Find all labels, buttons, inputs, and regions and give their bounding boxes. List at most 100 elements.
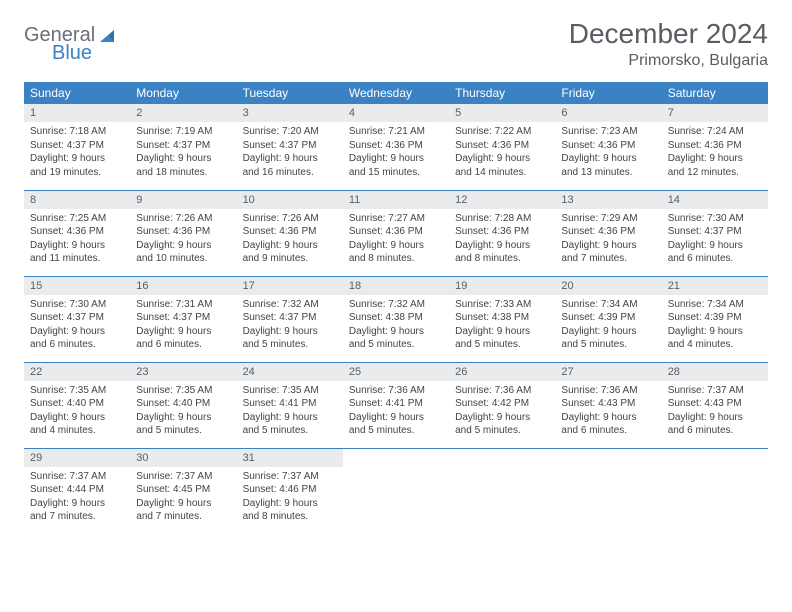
calendar-cell: 19Sunrise: 7:33 AMSunset: 4:38 PMDayligh… <box>449 276 555 362</box>
calendar-cell: 8Sunrise: 7:25 AMSunset: 4:36 PMDaylight… <box>24 190 130 276</box>
day-line: Sunset: 4:36 PM <box>349 139 443 153</box>
day-line: and 8 minutes. <box>349 252 443 266</box>
day-body: Sunrise: 7:23 AMSunset: 4:36 PMDaylight:… <box>555 122 661 185</box>
calendar-cell: 27Sunrise: 7:36 AMSunset: 4:43 PMDayligh… <box>555 362 661 448</box>
day-line: Sunset: 4:37 PM <box>30 139 124 153</box>
calendar-cell: 4Sunrise: 7:21 AMSunset: 4:36 PMDaylight… <box>343 104 449 190</box>
day-line: Sunset: 4:36 PM <box>243 225 337 239</box>
day-line: Sunset: 4:37 PM <box>136 311 230 325</box>
day-line: Sunrise: 7:20 AM <box>243 125 337 139</box>
day-line: Daylight: 9 hours <box>30 239 124 253</box>
day-body: Sunrise: 7:37 AMSunset: 4:46 PMDaylight:… <box>237 467 343 530</box>
day-line: Sunset: 4:40 PM <box>30 397 124 411</box>
day-number: 17 <box>237 277 343 295</box>
day-line: and 5 minutes. <box>136 424 230 438</box>
calendar-cell: 31Sunrise: 7:37 AMSunset: 4:46 PMDayligh… <box>237 448 343 534</box>
day-line: Sunset: 4:37 PM <box>30 311 124 325</box>
day-line: Sunset: 4:36 PM <box>455 225 549 239</box>
day-line: Daylight: 9 hours <box>136 152 230 166</box>
day-body: Sunrise: 7:36 AMSunset: 4:42 PMDaylight:… <box>449 381 555 444</box>
day-line: Sunrise: 7:18 AM <box>30 125 124 139</box>
day-line: Sunrise: 7:34 AM <box>668 298 762 312</box>
day-number: 16 <box>130 277 236 295</box>
day-number: 12 <box>449 191 555 209</box>
weekday-header: Sunday <box>24 82 130 104</box>
day-line: and 6 minutes. <box>668 252 762 266</box>
day-line: Daylight: 9 hours <box>136 239 230 253</box>
calendar-row: 22Sunrise: 7:35 AMSunset: 4:40 PMDayligh… <box>24 362 768 448</box>
day-line: Daylight: 9 hours <box>136 325 230 339</box>
day-line: Daylight: 9 hours <box>561 411 655 425</box>
calendar-cell <box>449 448 555 534</box>
day-number: 4 <box>343 104 449 122</box>
day-line: Sunset: 4:40 PM <box>136 397 230 411</box>
day-number: 9 <box>130 191 236 209</box>
calendar-table: Sunday Monday Tuesday Wednesday Thursday… <box>24 82 768 534</box>
calendar-cell: 18Sunrise: 7:32 AMSunset: 4:38 PMDayligh… <box>343 276 449 362</box>
calendar-cell: 29Sunrise: 7:37 AMSunset: 4:44 PMDayligh… <box>24 448 130 534</box>
calendar-cell: 3Sunrise: 7:20 AMSunset: 4:37 PMDaylight… <box>237 104 343 190</box>
day-line: Sunset: 4:39 PM <box>561 311 655 325</box>
day-number: 10 <box>237 191 343 209</box>
day-number: 31 <box>237 449 343 467</box>
day-number: 25 <box>343 363 449 381</box>
day-body: Sunrise: 7:30 AMSunset: 4:37 PMDaylight:… <box>662 209 768 272</box>
day-line: Daylight: 9 hours <box>561 152 655 166</box>
day-line: Daylight: 9 hours <box>243 497 337 511</box>
calendar-cell: 15Sunrise: 7:30 AMSunset: 4:37 PMDayligh… <box>24 276 130 362</box>
day-body: Sunrise: 7:30 AMSunset: 4:37 PMDaylight:… <box>24 295 130 358</box>
day-line: Sunset: 4:37 PM <box>243 311 337 325</box>
weekday-header: Friday <box>555 82 661 104</box>
day-line: and 16 minutes. <box>243 166 337 180</box>
day-line: Sunset: 4:36 PM <box>455 139 549 153</box>
day-body: Sunrise: 7:34 AMSunset: 4:39 PMDaylight:… <box>662 295 768 358</box>
calendar-cell: 2Sunrise: 7:19 AMSunset: 4:37 PMDaylight… <box>130 104 236 190</box>
day-line: Daylight: 9 hours <box>455 325 549 339</box>
day-line: Sunset: 4:38 PM <box>349 311 443 325</box>
day-body: Sunrise: 7:32 AMSunset: 4:38 PMDaylight:… <box>343 295 449 358</box>
day-line: and 15 minutes. <box>349 166 443 180</box>
calendar-cell: 7Sunrise: 7:24 AMSunset: 4:36 PMDaylight… <box>662 104 768 190</box>
day-line: Daylight: 9 hours <box>30 411 124 425</box>
calendar-cell: 30Sunrise: 7:37 AMSunset: 4:45 PMDayligh… <box>130 448 236 534</box>
day-line: Sunrise: 7:23 AM <box>561 125 655 139</box>
weekday-header: Wednesday <box>343 82 449 104</box>
calendar-cell: 1Sunrise: 7:18 AMSunset: 4:37 PMDaylight… <box>24 104 130 190</box>
calendar-row: 15Sunrise: 7:30 AMSunset: 4:37 PMDayligh… <box>24 276 768 362</box>
weekday-header: Tuesday <box>237 82 343 104</box>
day-line: Sunrise: 7:31 AM <box>136 298 230 312</box>
day-number: 26 <box>449 363 555 381</box>
day-number: 20 <box>555 277 661 295</box>
calendar-cell: 22Sunrise: 7:35 AMSunset: 4:40 PMDayligh… <box>24 362 130 448</box>
day-line: Sunset: 4:44 PM <box>30 483 124 497</box>
logo-triangle-icon <box>99 27 117 45</box>
day-line: and 4 minutes. <box>30 424 124 438</box>
day-body: Sunrise: 7:26 AMSunset: 4:36 PMDaylight:… <box>130 209 236 272</box>
day-line: Sunrise: 7:27 AM <box>349 212 443 226</box>
day-line: Daylight: 9 hours <box>561 239 655 253</box>
day-body: Sunrise: 7:35 AMSunset: 4:41 PMDaylight:… <box>237 381 343 444</box>
day-body: Sunrise: 7:37 AMSunset: 4:45 PMDaylight:… <box>130 467 236 530</box>
day-body: Sunrise: 7:25 AMSunset: 4:36 PMDaylight:… <box>24 209 130 272</box>
day-body: Sunrise: 7:27 AMSunset: 4:36 PMDaylight:… <box>343 209 449 272</box>
day-line: and 18 minutes. <box>136 166 230 180</box>
calendar-cell: 14Sunrise: 7:30 AMSunset: 4:37 PMDayligh… <box>662 190 768 276</box>
day-body: Sunrise: 7:34 AMSunset: 4:39 PMDaylight:… <box>555 295 661 358</box>
day-line: and 8 minutes. <box>455 252 549 266</box>
day-line: Sunrise: 7:24 AM <box>668 125 762 139</box>
weekday-header: Saturday <box>662 82 768 104</box>
day-line: and 5 minutes. <box>349 424 443 438</box>
weekday-header-row: Sunday Monday Tuesday Wednesday Thursday… <box>24 82 768 104</box>
day-line: Sunset: 4:37 PM <box>136 139 230 153</box>
day-number: 5 <box>449 104 555 122</box>
day-line: Daylight: 9 hours <box>349 325 443 339</box>
day-line: Sunrise: 7:36 AM <box>349 384 443 398</box>
day-body: Sunrise: 7:29 AMSunset: 4:36 PMDaylight:… <box>555 209 661 272</box>
month-title: December 2024 <box>569 18 768 50</box>
calendar-cell: 11Sunrise: 7:27 AMSunset: 4:36 PMDayligh… <box>343 190 449 276</box>
day-body: Sunrise: 7:37 AMSunset: 4:43 PMDaylight:… <box>662 381 768 444</box>
day-line: Sunset: 4:36 PM <box>668 139 762 153</box>
calendar-cell: 9Sunrise: 7:26 AMSunset: 4:36 PMDaylight… <box>130 190 236 276</box>
day-number: 22 <box>24 363 130 381</box>
day-line: and 7 minutes. <box>30 510 124 524</box>
